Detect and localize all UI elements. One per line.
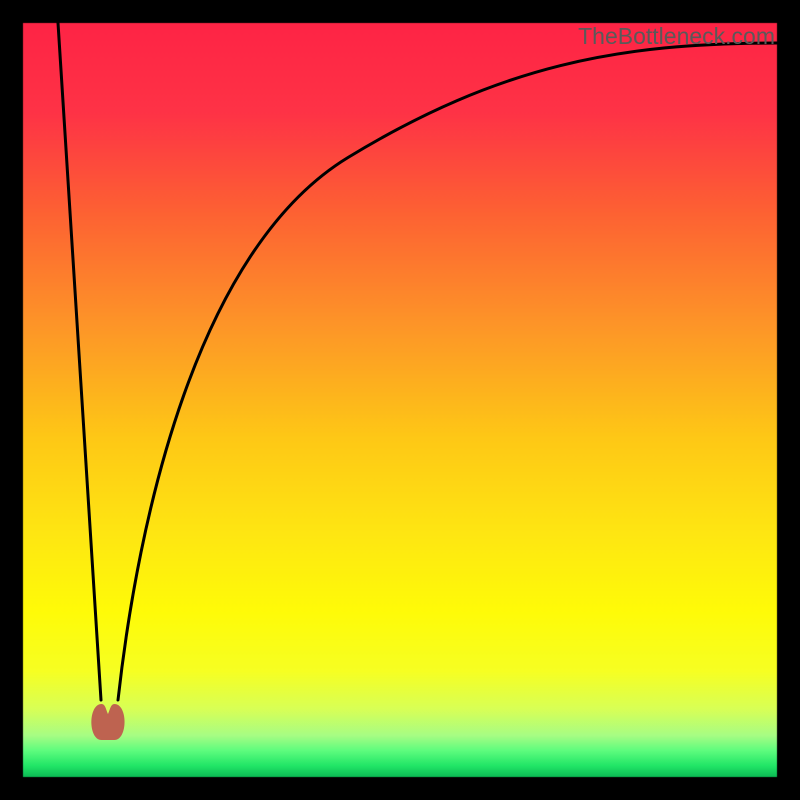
watermark-text: TheBottleneck.com: [578, 23, 775, 50]
chart-stage: TheBottleneck.com: [0, 0, 800, 800]
gradient-background: [0, 0, 800, 800]
